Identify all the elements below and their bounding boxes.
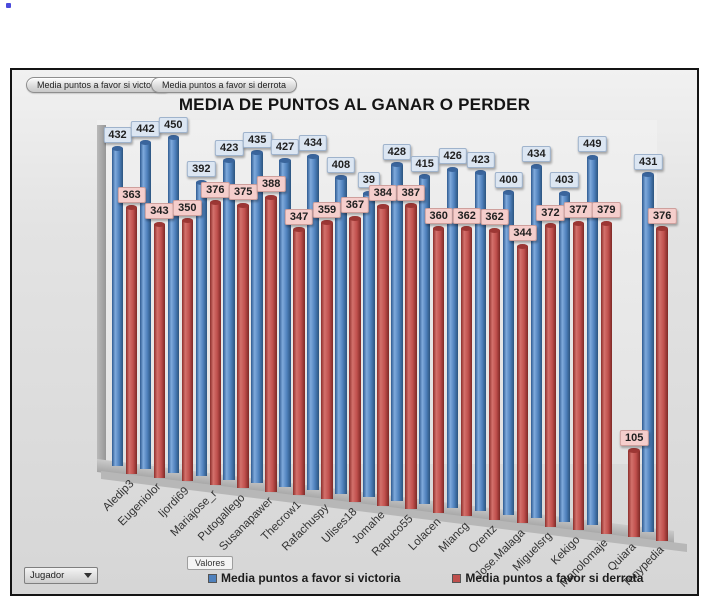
data-label-blue-Ijordi69: 450 xyxy=(159,116,188,133)
bar-cylinder-blue-Jomahe xyxy=(363,190,375,498)
bar-cylinder-blue-Rafachuspy xyxy=(307,153,319,491)
data-label-blue-Putogallego: 423 xyxy=(215,139,244,156)
bar-cylinder-blue-Susanapawer xyxy=(251,150,263,484)
bar-cylinder-red-Ulises18 xyxy=(349,215,361,503)
data-label-blue-Jose.Malaga: 400 xyxy=(494,171,523,188)
bar-cylinder-blue-Manolomaje xyxy=(586,154,599,526)
bar-cylinder-red-Putogallego xyxy=(237,202,249,489)
values-axis-button[interactable]: Valores xyxy=(187,556,233,570)
data-label-red-Lolacen: 360 xyxy=(424,207,453,224)
bar-cylinder-blue-Aledip3 xyxy=(111,145,124,466)
bar-cylinder-red-Ijordi69 xyxy=(181,218,194,482)
bar-cylinder-red-Lolacen xyxy=(432,225,445,513)
data-label-red-Susanapawer: 388 xyxy=(256,176,286,193)
data-label-blue-Eugeniolor: 442 xyxy=(131,121,160,138)
bar-cylinder-red-Kekigo xyxy=(572,220,585,531)
bar-cylinder-red-Rapuco55 xyxy=(405,203,417,510)
bar-cylinder-blue-Ijordi69 xyxy=(167,135,180,473)
data-label-red-Putogallego: 375 xyxy=(229,184,258,201)
bar-cylinder-blue-Ulises18 xyxy=(335,175,347,494)
legend: Media puntos a favor si victoria Media p… xyxy=(208,571,643,585)
jugador-field-label: Jugador xyxy=(30,570,65,581)
bar-cylinder-red-Tonypedia xyxy=(656,226,668,541)
legend-swatch-derrota-icon xyxy=(452,573,462,583)
data-label-red-Orentz: 362 xyxy=(480,209,509,226)
bar-cylinder-red-Quiara xyxy=(628,448,640,538)
data-label-red-Mariajose_r: 376 xyxy=(201,181,230,198)
bar-cylinder-red-Mariajose_r xyxy=(209,200,222,485)
legend-label-derrota: Media puntos a favor si derrota xyxy=(465,571,644,585)
dropdown-arrow-icon xyxy=(84,573,92,578)
bar-cylinder-blue-Rapuco55 xyxy=(391,162,403,501)
bar-cylinder-red-Thecrow1 xyxy=(293,227,305,496)
bar-cylinder-red-Aledip3 xyxy=(125,205,138,475)
bar-cylinder-red-Jose.Malaga xyxy=(516,243,529,524)
pivot-field-button-derrota[interactable]: Media puntos a favor si derrota xyxy=(151,77,298,93)
bar-cylinder-blue-Putogallego xyxy=(223,158,235,480)
bar-cylinder-red-Miguelsrg xyxy=(544,223,557,527)
bar-cylinder-red-Miancg xyxy=(460,226,473,517)
data-label-red-Ulises18: 367 xyxy=(340,197,370,213)
bar-cylinder-blue-Thecrow1 xyxy=(279,157,291,487)
data-label-red-Aledip3: 363 xyxy=(117,186,146,203)
bar-cylinder-blue-Jose.Malaga xyxy=(502,190,515,515)
data-label-red-Eugeniolor: 343 xyxy=(145,203,174,220)
data-label-blue-Ulises18: 408 xyxy=(326,156,356,173)
data-label-red-Manolomaje: 379 xyxy=(592,202,621,219)
bar-cylinder-blue-Miguelsrg xyxy=(530,164,543,519)
data-label-red-Thecrow1: 347 xyxy=(284,208,314,225)
bar-cylinder-red-Manolomaje xyxy=(600,220,613,534)
data-label-blue-Kekigo: 403 xyxy=(550,172,579,189)
bar-cylinder-blue-Miancg xyxy=(446,166,459,508)
jugador-field-dropdown[interactable]: Jugador xyxy=(24,567,98,584)
page-corner-dot xyxy=(6,3,11,8)
data-label-red-Miancg: 362 xyxy=(452,207,481,224)
legend-swatch-victoria-icon xyxy=(208,573,217,583)
bar-cylinder-red-Eugeniolor xyxy=(153,221,166,478)
data-label-blue-Miancg: 426 xyxy=(438,148,467,165)
bar-cylinder-blue-Lolacen xyxy=(418,174,431,505)
bar-cylinder-red-Susanapawer xyxy=(265,194,277,492)
legend-label-victoria: Media puntos a favor si victoria xyxy=(221,571,401,585)
data-label-blue-Lolacen: 415 xyxy=(410,155,439,172)
data-label-blue-Manolomaje: 449 xyxy=(578,136,607,153)
data-label-blue-Susanapawer: 435 xyxy=(242,131,272,148)
data-label-red-Quiara: 105 xyxy=(620,429,649,446)
bar-cylinder-red-Rafachuspy xyxy=(321,219,333,499)
data-label-blue-Miguelsrg: 434 xyxy=(522,145,551,162)
bar-cylinder-red-Orentz xyxy=(488,227,501,520)
data-label-red-Kekigo: 377 xyxy=(564,202,593,219)
data-label-blue-Thecrow1: 427 xyxy=(270,139,300,156)
data-label-red-Rafachuspy: 359 xyxy=(312,201,342,218)
data-label-red-Rapuco55: 387 xyxy=(396,184,425,201)
data-label-blue-Rafachuspy: 434 xyxy=(298,135,328,152)
data-label-blue-Orentz: 423 xyxy=(466,151,495,168)
bar-cylinder-blue-Orentz xyxy=(474,170,487,512)
plot-area: 432 363 Aledip3 442 343 Eugeniolor 450 350 Ijord… xyxy=(12,70,697,594)
data-label-red-Tonypedia: 376 xyxy=(647,207,677,224)
data-label-red-Miguelsrg: 372 xyxy=(536,204,565,221)
data-label-blue-Mariajose_r: 392 xyxy=(187,161,216,178)
legend-item-derrota[interactable]: Media puntos a favor si derrota xyxy=(452,571,643,585)
bar-cylinder-red-Jomahe xyxy=(377,203,389,506)
pivot-chart-frame: Media puntos a favor si victoria Media p… xyxy=(10,68,699,596)
legend-item-victoria[interactable]: Media puntos a favor si victoria xyxy=(208,571,400,585)
side-wall xyxy=(97,125,106,464)
bar-cylinder-blue-Kekigo xyxy=(558,190,571,522)
data-label-red-Jomahe: 384 xyxy=(368,185,398,202)
data-label-blue-Rapuco55: 428 xyxy=(382,143,411,160)
data-label-red-Jose.Malaga: 344 xyxy=(508,225,537,242)
data-label-blue-Tonypedia: 431 xyxy=(633,153,663,170)
bar-cylinder-blue-Tonypedia xyxy=(642,172,654,533)
data-label-blue-Aledip3: 432 xyxy=(103,127,132,144)
bar-cylinder-blue-Eugeniolor xyxy=(139,139,152,470)
chart-title: MEDIA DE PUNTOS AL GANAR O PERDER xyxy=(178,95,531,114)
bar-cylinder-blue-Mariajose_r xyxy=(195,179,208,477)
data-label-red-Ijordi69: 350 xyxy=(173,199,202,216)
